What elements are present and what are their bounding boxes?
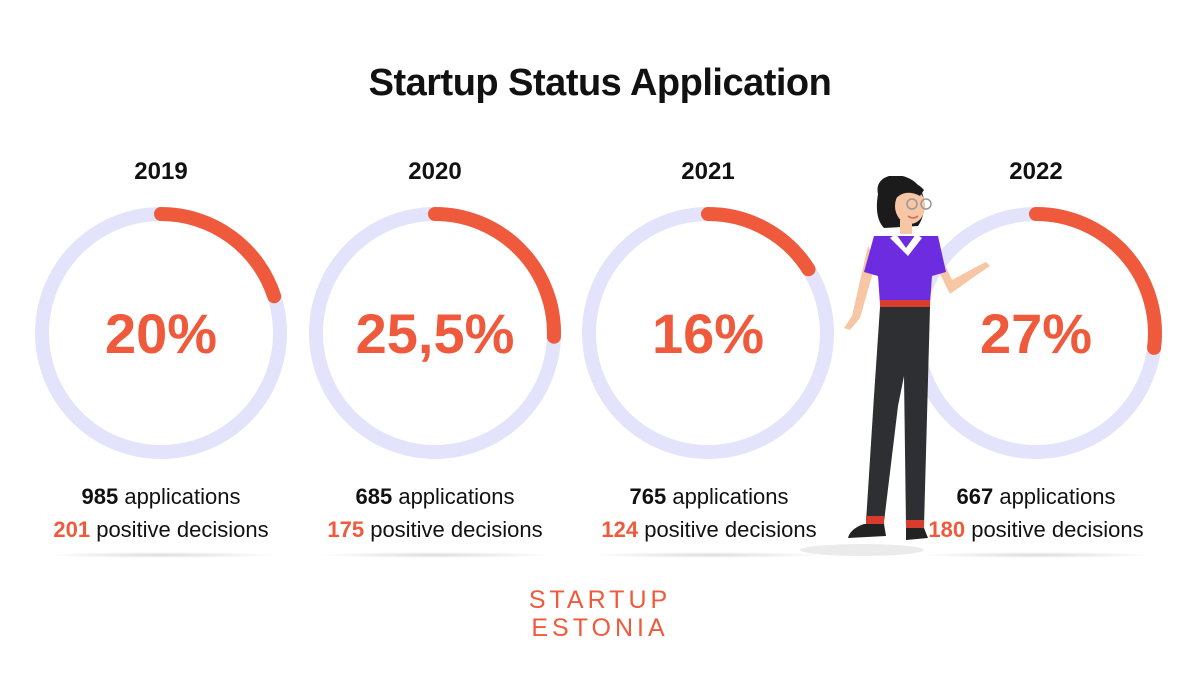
positive-decisions-label: positive decisions bbox=[370, 517, 543, 542]
percent-label: 25,5% bbox=[356, 302, 515, 365]
positive-decisions-count: 175 bbox=[327, 517, 365, 542]
shadow-divider bbox=[591, 552, 827, 558]
applications-line: 667 applications bbox=[876, 480, 1196, 513]
positive-decisions-line: 180 positive decisions bbox=[876, 513, 1196, 546]
applications-line: 765 applications bbox=[549, 480, 869, 513]
shadow-divider bbox=[918, 552, 1154, 558]
year-label-2021: 2021 bbox=[681, 158, 735, 185]
applications-count: 685 bbox=[355, 484, 393, 509]
year-label-2022: 2022 bbox=[1009, 158, 1063, 185]
donut-2020: 25,5% bbox=[309, 207, 561, 459]
donut-value-arc bbox=[428, 207, 561, 344]
stats-2020: 685 applications 175 positive decisions bbox=[275, 480, 595, 546]
positive-decisions-line: 175 positive decisions bbox=[275, 513, 595, 546]
applications-label: applications bbox=[672, 484, 789, 509]
startup-estonia-logo: STARTUP ESTONIA bbox=[500, 586, 700, 642]
stats-2019: 985 applications 201 positive decisions bbox=[1, 480, 321, 546]
applications-count: 765 bbox=[629, 484, 667, 509]
positive-decisions-count: 124 bbox=[601, 517, 639, 542]
applications-line: 685 applications bbox=[275, 480, 595, 513]
percent-label: 20% bbox=[105, 302, 217, 365]
stats-2021: 765 applications 124 positive decisions bbox=[549, 480, 869, 546]
year-label-2020: 2020 bbox=[408, 158, 462, 185]
applications-label: applications bbox=[999, 484, 1116, 509]
positive-decisions-label: positive decisions bbox=[644, 517, 817, 542]
donut-value-arc bbox=[154, 207, 282, 304]
positive-decisions-count: 201 bbox=[53, 517, 91, 542]
page-title: Startup Status Application bbox=[368, 62, 832, 104]
applications-line: 985 applications bbox=[1, 480, 321, 513]
positive-decisions-label: positive decisions bbox=[96, 517, 269, 542]
stats-2022: 667 applications 180 positive decisions bbox=[876, 480, 1196, 546]
percent-label: 16% bbox=[652, 302, 764, 365]
shadow-divider bbox=[317, 552, 553, 558]
percent-label: 27% bbox=[980, 302, 1092, 365]
positive-decisions-label: positive decisions bbox=[971, 517, 1144, 542]
applications-count: 985 bbox=[81, 484, 119, 509]
logo-line-1: STARTUP bbox=[528, 586, 672, 614]
shadow-divider bbox=[43, 552, 279, 558]
positive-decisions-line: 201 positive decisions bbox=[1, 513, 321, 546]
positive-decisions-line: 124 positive decisions bbox=[549, 513, 869, 546]
donut-value-arc bbox=[701, 207, 816, 277]
logo-line-2: ESTONIA bbox=[531, 614, 669, 642]
donut-value-arc bbox=[1029, 207, 1162, 355]
donut-2019: 20% bbox=[35, 207, 287, 459]
applications-count: 667 bbox=[956, 484, 994, 509]
woman-illustration bbox=[800, 176, 990, 556]
applications-label: applications bbox=[124, 484, 241, 509]
applications-label: applications bbox=[398, 484, 515, 509]
donut-2021: 16% bbox=[582, 207, 834, 459]
positive-decisions-count: 180 bbox=[928, 517, 966, 542]
year-label-2019: 2019 bbox=[134, 158, 188, 185]
